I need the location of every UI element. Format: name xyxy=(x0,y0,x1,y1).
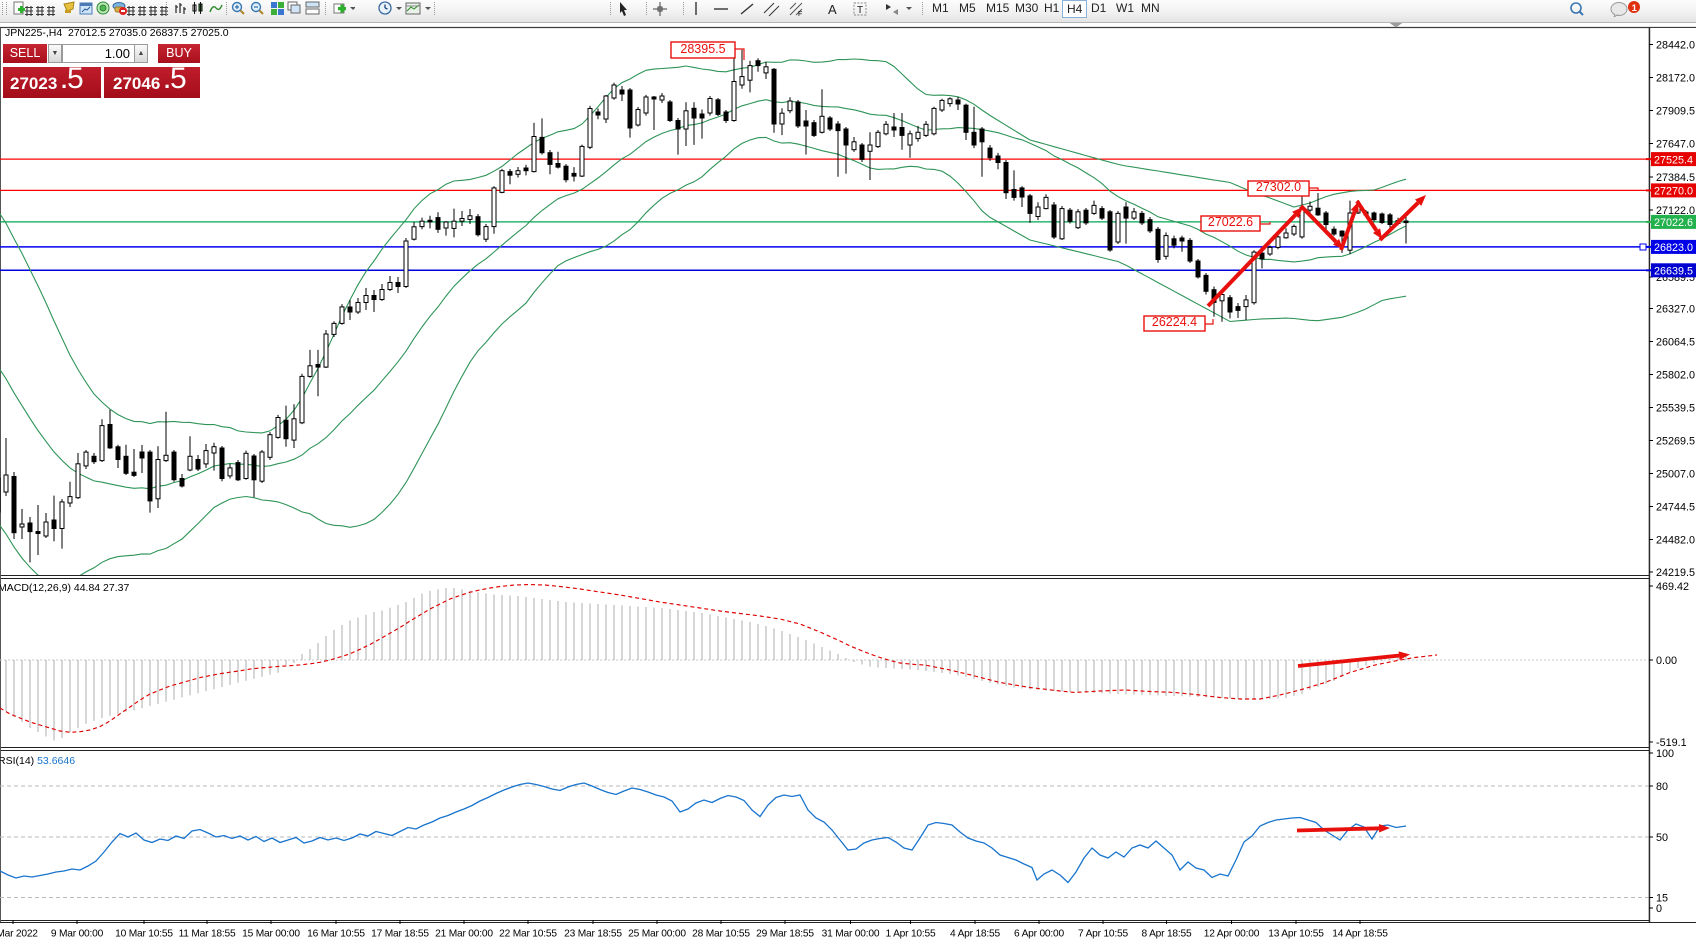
svg-text:25539.5: 25539.5 xyxy=(1656,403,1695,415)
svg-text:100: 100 xyxy=(1656,748,1674,760)
svg-text:27525.4: 27525.4 xyxy=(1654,154,1693,166)
svg-text:1 Apr 10:55: 1 Apr 10:55 xyxy=(886,929,936,940)
svg-text:6 Apr 00:00: 6 Apr 00:00 xyxy=(1014,929,1064,940)
svg-text:RSI(14) 53.6646: RSI(14) 53.6646 xyxy=(0,755,75,767)
svg-text:0.00: 0.00 xyxy=(1656,655,1677,667)
svg-text:21 Mar 00:00: 21 Mar 00:00 xyxy=(435,929,493,940)
svg-text:26639.5: 26639.5 xyxy=(1654,266,1693,278)
svg-text:25007.0: 25007.0 xyxy=(1656,469,1695,481)
svg-text:16 Mar 10:55: 16 Mar 10:55 xyxy=(307,929,365,940)
svg-text:26823.0: 26823.0 xyxy=(1654,242,1693,254)
svg-text:-519.1: -519.1 xyxy=(1656,737,1687,749)
svg-text:26224.4: 26224.4 xyxy=(1152,315,1197,329)
svg-text:24219.5: 24219.5 xyxy=(1656,567,1695,579)
svg-text:25269.5: 25269.5 xyxy=(1656,436,1695,448)
svg-text:27270.0: 27270.0 xyxy=(1654,186,1693,198)
svg-text:26064.5: 26064.5 xyxy=(1656,337,1695,349)
svg-text:8 Mar 2022: 8 Mar 2022 xyxy=(0,929,38,940)
svg-text:15 Mar 00:00: 15 Mar 00:00 xyxy=(242,929,300,940)
svg-text:27122.0: 27122.0 xyxy=(1656,205,1695,217)
svg-text:24744.5: 24744.5 xyxy=(1656,502,1695,514)
svg-text:28 Mar 10:55: 28 Mar 10:55 xyxy=(692,929,750,940)
svg-text:27022.6: 27022.6 xyxy=(1654,217,1693,229)
svg-text:28442.0: 28442.0 xyxy=(1656,40,1695,52)
svg-text:25802.0: 25802.0 xyxy=(1656,370,1695,382)
svg-text:17 Mar 18:55: 17 Mar 18:55 xyxy=(371,929,429,940)
svg-text:7 Apr 10:55: 7 Apr 10:55 xyxy=(1078,929,1128,940)
svg-text:T: T xyxy=(857,5,863,16)
svg-text:29 Mar 18:55: 29 Mar 18:55 xyxy=(756,929,814,940)
svg-text:13 Apr 10:55: 13 Apr 10:55 xyxy=(1268,929,1324,940)
svg-text:10 Mar 10:55: 10 Mar 10:55 xyxy=(115,929,173,940)
svg-text:24482.0: 24482.0 xyxy=(1656,535,1695,547)
svg-text:12 Apr 00:00: 12 Apr 00:00 xyxy=(1204,929,1260,940)
svg-text:28395.5: 28395.5 xyxy=(680,42,725,56)
svg-text:27302.0: 27302.0 xyxy=(1256,180,1301,194)
svg-text:27022.6: 27022.6 xyxy=(1208,215,1253,229)
svg-text:9 Mar 00:00: 9 Mar 00:00 xyxy=(51,929,104,940)
svg-text:28172.0: 28172.0 xyxy=(1656,73,1695,85)
svg-text:50: 50 xyxy=(1656,832,1668,844)
svg-text:F: F xyxy=(798,11,802,17)
svg-text:4 Apr 18:55: 4 Apr 18:55 xyxy=(950,929,1000,940)
svg-text:31 Mar 00:00: 31 Mar 00:00 xyxy=(822,929,880,940)
svg-text:25 Mar 00:00: 25 Mar 00:00 xyxy=(628,929,686,940)
svg-text:27909.5: 27909.5 xyxy=(1656,106,1695,118)
svg-text:14 Apr 18:55: 14 Apr 18:55 xyxy=(1332,929,1388,940)
svg-text:JPN225-,H4 27012.5 27035.0 26: JPN225-,H4 27012.5 27035.0 26837.5 27025… xyxy=(5,27,229,39)
svg-text:27384.5: 27384.5 xyxy=(1656,172,1695,184)
svg-text:1: 1 xyxy=(1632,3,1638,14)
svg-text:26327.0: 26327.0 xyxy=(1656,304,1695,316)
svg-text:22 Mar 10:55: 22 Mar 10:55 xyxy=(499,929,557,940)
svg-text:11 Mar 18:55: 11 Mar 18:55 xyxy=(179,929,236,940)
svg-text:23 Mar 18:55: 23 Mar 18:55 xyxy=(564,929,622,940)
svg-text:15: 15 xyxy=(1656,893,1668,905)
svg-text:27647.0: 27647.0 xyxy=(1656,139,1695,151)
svg-text:469.42: 469.42 xyxy=(1656,581,1689,593)
svg-text:0: 0 xyxy=(1656,903,1662,915)
svg-text:80: 80 xyxy=(1656,781,1668,793)
svg-text:MACD(12,26,9) 44.84 27.37: MACD(12,26,9) 44.84 27.37 xyxy=(0,582,129,594)
svg-text:8 Apr 18:55: 8 Apr 18:55 xyxy=(1142,929,1192,940)
